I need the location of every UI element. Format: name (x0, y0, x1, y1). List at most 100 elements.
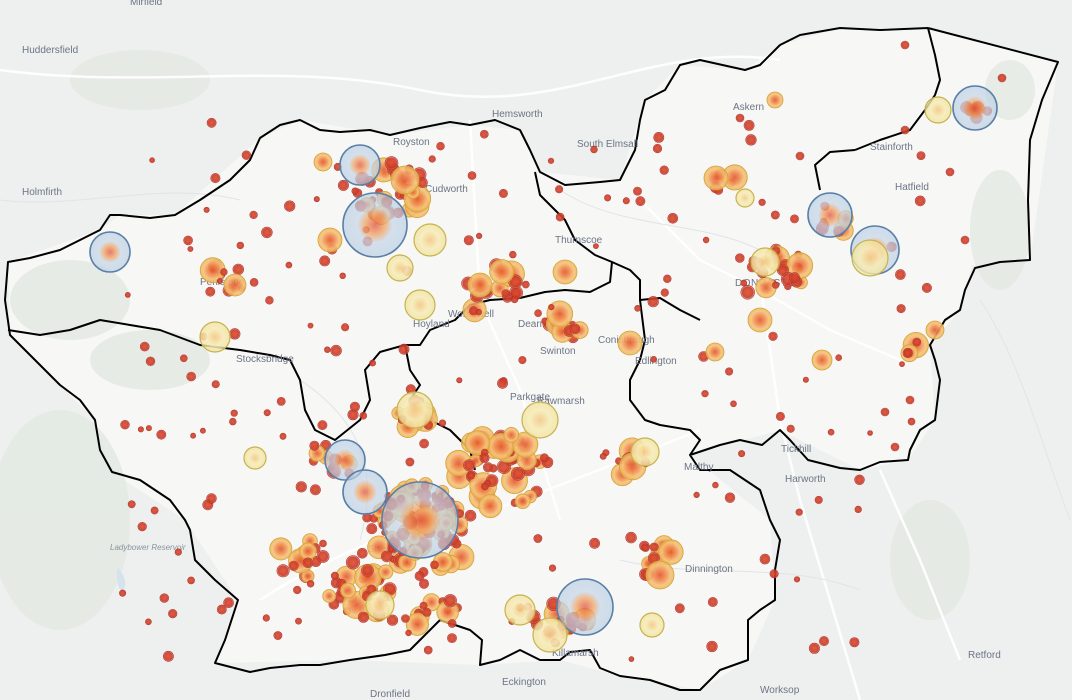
incident-marker[interactable] (770, 210, 780, 220)
incident-marker[interactable] (324, 439, 366, 481)
incident-marker[interactable] (119, 589, 127, 597)
incident-marker[interactable] (386, 614, 399, 626)
incident-marker[interactable] (309, 484, 321, 496)
incident-marker[interactable] (357, 611, 369, 623)
incident-marker[interactable] (849, 637, 860, 648)
incident-marker[interactable] (476, 232, 483, 239)
incident-marker[interactable] (512, 431, 539, 458)
incident-marker[interactable] (413, 223, 447, 257)
incident-marker[interactable] (740, 279, 748, 287)
incident-marker[interactable] (340, 582, 357, 599)
incident-marker[interactable] (430, 560, 439, 570)
incident-marker[interactable] (269, 537, 293, 561)
incident-marker[interactable] (339, 144, 381, 186)
incident-marker[interactable] (313, 196, 320, 203)
incident-marker[interactable] (622, 197, 630, 205)
incident-marker[interactable] (396, 391, 434, 429)
incident-marker[interactable] (205, 286, 216, 297)
incident-marker[interactable] (342, 469, 388, 515)
incident-marker[interactable] (419, 438, 429, 449)
incident-marker[interactable] (380, 550, 393, 563)
incident-marker[interactable] (390, 165, 420, 195)
incident-marker[interactable] (229, 328, 241, 340)
incident-marker[interactable] (414, 571, 425, 581)
incident-marker[interactable] (634, 304, 641, 312)
incident-marker[interactable] (241, 150, 252, 160)
incident-marker[interactable] (468, 306, 478, 316)
incident-marker[interactable] (706, 640, 718, 653)
incident-marker[interactable] (511, 466, 525, 481)
incident-marker[interactable] (317, 227, 343, 253)
incident-marker[interactable] (418, 578, 429, 589)
incident-marker[interactable] (758, 198, 766, 206)
incident-marker[interactable] (945, 167, 955, 177)
incident-marker[interactable] (725, 367, 734, 376)
incident-marker[interactable] (230, 409, 238, 417)
incident-marker[interactable] (149, 157, 155, 163)
incident-marker[interactable] (279, 432, 287, 440)
incident-marker[interactable] (447, 619, 457, 628)
incident-marker[interactable] (658, 539, 684, 565)
incident-marker[interactable] (356, 547, 368, 559)
incident-marker[interactable] (738, 450, 746, 458)
incident-marker[interactable] (556, 578, 614, 636)
incident-marker[interactable] (302, 557, 314, 569)
incident-marker[interactable] (223, 273, 247, 297)
incident-marker[interactable] (534, 309, 542, 318)
incident-marker[interactable] (295, 617, 302, 625)
incident-marker[interactable] (653, 131, 665, 143)
incident-marker[interactable] (902, 347, 913, 359)
incident-marker[interactable] (916, 151, 926, 160)
incident-marker[interactable] (745, 134, 757, 146)
incident-marker[interactable] (740, 285, 755, 300)
incident-marker[interactable] (628, 656, 635, 662)
incident-marker[interactable] (743, 120, 755, 131)
incident-marker[interactable] (769, 569, 779, 579)
incident-marker[interactable] (808, 642, 820, 654)
incident-marker[interactable] (359, 411, 368, 420)
incident-marker[interactable] (775, 411, 785, 421)
incident-marker[interactable] (705, 342, 725, 362)
incident-marker[interactable] (319, 539, 327, 548)
incident-marker[interactable] (463, 235, 474, 246)
incident-marker[interactable] (890, 442, 900, 452)
incident-marker[interactable] (330, 571, 339, 580)
incident-marker[interactable] (307, 322, 314, 329)
incident-marker[interactable] (730, 400, 737, 408)
incident-marker[interactable] (366, 523, 378, 535)
incident-marker[interactable] (747, 307, 773, 333)
incident-marker[interactable] (467, 272, 493, 298)
incident-marker[interactable] (479, 129, 489, 139)
incident-marker[interactable] (547, 157, 555, 164)
incident-marker[interactable] (464, 509, 477, 522)
incident-marker[interactable] (210, 173, 221, 184)
incident-marker[interactable] (900, 125, 910, 135)
incident-marker[interactable] (539, 453, 549, 463)
incident-marker[interactable] (186, 371, 196, 382)
incident-marker[interactable] (419, 601, 428, 610)
incident-marker[interactable] (604, 194, 612, 202)
incident-marker[interactable] (590, 145, 598, 154)
incident-marker[interactable] (633, 186, 642, 196)
incident-marker[interactable] (899, 361, 905, 367)
incident-marker[interactable] (900, 40, 910, 50)
incident-marker[interactable] (467, 471, 476, 480)
incident-marker[interactable] (811, 349, 833, 371)
incident-marker[interactable] (369, 359, 376, 367)
incident-marker[interactable] (701, 390, 709, 398)
incident-marker[interactable] (789, 272, 800, 284)
incident-marker[interactable] (641, 543, 650, 552)
incident-marker[interactable] (265, 296, 274, 305)
incident-marker[interactable] (120, 420, 130, 430)
incident-marker[interactable] (341, 323, 350, 332)
incident-marker[interactable] (766, 91, 784, 109)
incident-marker[interactable] (285, 261, 293, 269)
incident-marker[interactable] (423, 645, 433, 655)
incident-marker[interactable] (827, 428, 835, 436)
incident-marker[interactable] (854, 505, 862, 514)
incident-marker[interactable] (313, 152, 333, 172)
incident-marker[interactable] (802, 376, 809, 383)
incident-marker[interactable] (365, 590, 395, 620)
incident-marker[interactable] (905, 395, 915, 405)
